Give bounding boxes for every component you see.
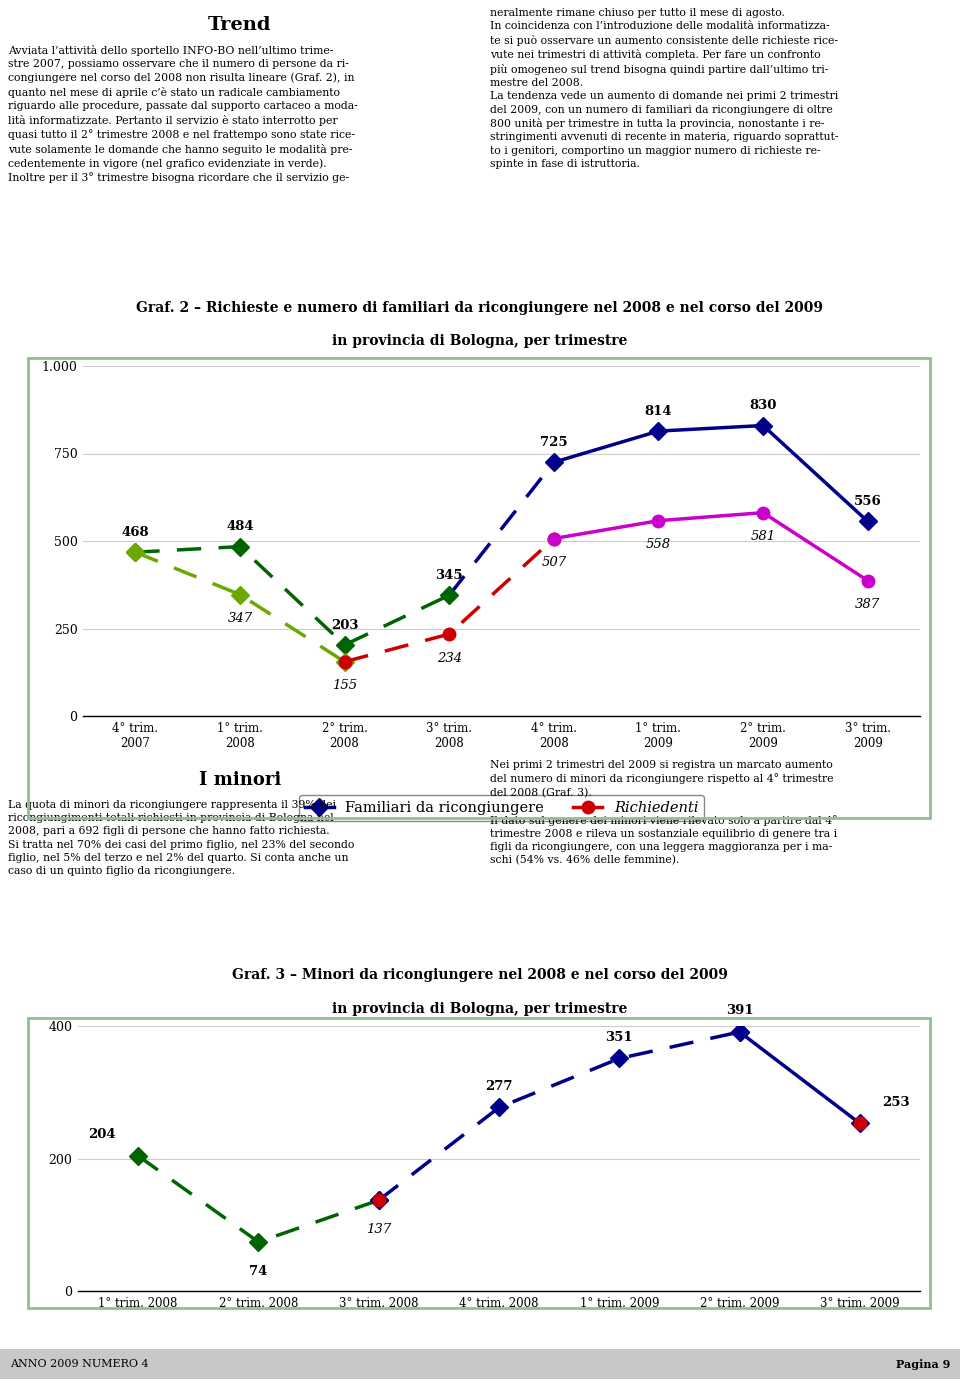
Text: 137: 137 bbox=[366, 1224, 392, 1236]
Text: Graf. 2 – Richieste e numero di familiari da ricongiungere nel 2008 e nel corso : Graf. 2 – Richieste e numero di familiar… bbox=[136, 301, 824, 315]
Legend: Familiari da ricongiungere, Richiedenti: Familiari da ricongiungere, Richiedenti bbox=[299, 795, 705, 821]
Text: 203: 203 bbox=[331, 618, 358, 632]
Text: 387: 387 bbox=[855, 598, 880, 611]
Text: 253: 253 bbox=[882, 1096, 910, 1108]
Text: 347: 347 bbox=[228, 613, 252, 625]
Text: Graf. 3 – Minori da ricongiungere nel 2008 e nel corso del 2009: Graf. 3 – Minori da ricongiungere nel 20… bbox=[232, 967, 728, 983]
Text: 556: 556 bbox=[853, 495, 881, 508]
Text: neralmente rimane chiuso per tutto il mese di agosto.
In coincidenza con l’intro: neralmente rimane chiuso per tutto il me… bbox=[490, 8, 838, 168]
Text: 581: 581 bbox=[751, 530, 776, 544]
Text: 277: 277 bbox=[485, 1081, 513, 1093]
Text: 204: 204 bbox=[88, 1129, 116, 1141]
Text: 234: 234 bbox=[437, 651, 462, 665]
Text: 391: 391 bbox=[726, 1005, 754, 1017]
Text: Pagina 9: Pagina 9 bbox=[896, 1358, 950, 1369]
Text: 830: 830 bbox=[750, 399, 777, 413]
Text: 155: 155 bbox=[332, 679, 357, 693]
Text: in provincia di Bologna, per trimestre: in provincia di Bologna, per trimestre bbox=[332, 334, 628, 348]
Text: 558: 558 bbox=[646, 538, 671, 551]
Text: 484: 484 bbox=[227, 520, 253, 533]
Text: Trend: Trend bbox=[208, 17, 272, 34]
Text: 351: 351 bbox=[606, 1031, 633, 1043]
Text: La quota di minori da ricongiungere rappresenta il 39% dei
ricongiungimenti tota: La quota di minori da ricongiungere rapp… bbox=[8, 800, 354, 876]
Text: 507: 507 bbox=[541, 556, 566, 569]
Text: in provincia di Bologna, per trimestre: in provincia di Bologna, per trimestre bbox=[332, 1002, 628, 1016]
Text: Avviata l’attività dello sportello INFO-BO nell’ultimo trime-
stre 2007, possiam: Avviata l’attività dello sportello INFO-… bbox=[8, 46, 358, 184]
Text: 345: 345 bbox=[436, 569, 463, 582]
Text: I minori: I minori bbox=[199, 771, 281, 789]
Text: ANNO 2009 NUMERO 4: ANNO 2009 NUMERO 4 bbox=[10, 1359, 148, 1369]
Text: 74: 74 bbox=[250, 1265, 268, 1278]
Text: 468: 468 bbox=[122, 526, 149, 540]
Text: 814: 814 bbox=[644, 404, 672, 418]
Text: 725: 725 bbox=[540, 436, 567, 448]
Text: Nei primi 2 trimestri del 2009 si registra un marcato aumento
del numero di mino: Nei primi 2 trimestri del 2009 si regist… bbox=[490, 760, 837, 865]
